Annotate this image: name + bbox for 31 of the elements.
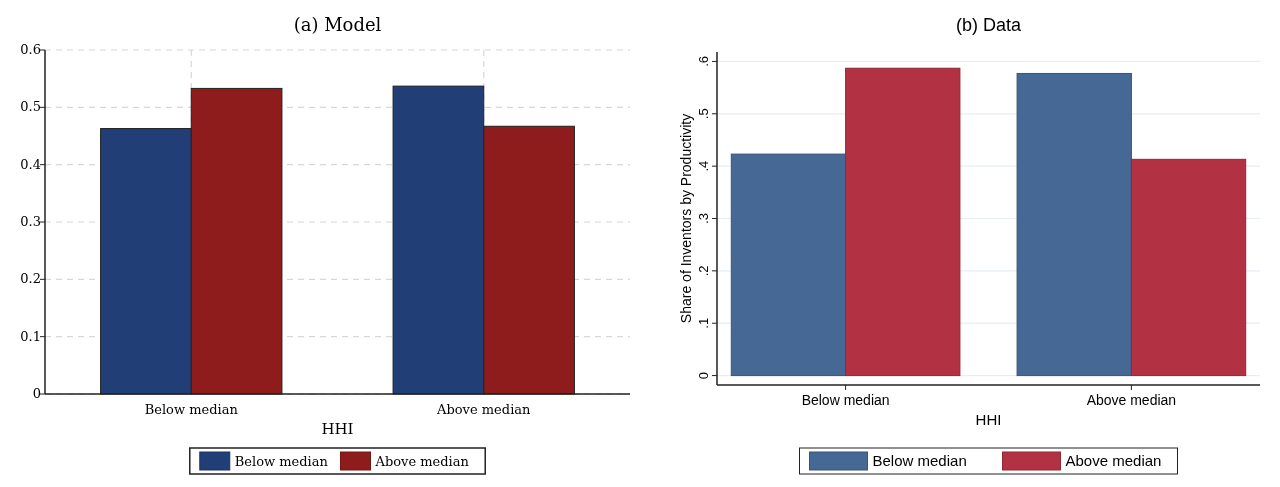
y-axis-title: Share of Inventors by Productivity — [678, 113, 694, 324]
y-tick-label: 0.1 — [20, 328, 41, 344]
chart-title: (a) Model — [293, 14, 382, 35]
legend-label: Below median — [872, 452, 967, 469]
y-tick-label: 0.2 — [20, 271, 41, 287]
y-tick-label: 0.4 — [20, 156, 41, 172]
x-axis-title: HHI — [321, 420, 354, 438]
bar — [845, 67, 961, 377]
bar — [1016, 72, 1132, 377]
legend-label: Above median — [1065, 452, 1162, 469]
y-tick-label: 0.6 — [20, 42, 41, 57]
x-tick-label: Above median — [1086, 392, 1177, 408]
y-tick-label: .5 — [696, 108, 711, 120]
y-tick-label: 0 — [696, 371, 711, 380]
y-tick-label: .4 — [696, 160, 711, 172]
x-tick-label: Above median — [436, 402, 532, 417]
y-tick-label: 0.5 — [20, 99, 41, 115]
y-tick-label: .3 — [696, 213, 711, 224]
y-tick-label: .2 — [696, 265, 711, 277]
bar — [1130, 158, 1247, 377]
x-tick-label: Below median — [144, 402, 239, 417]
x-tick-label: Below median — [801, 392, 890, 408]
y-tick-label: .1 — [696, 317, 711, 329]
bar — [730, 153, 847, 377]
y-tick-label: .6 — [696, 56, 711, 67]
x-axis-title: HHI — [975, 411, 1002, 428]
chart-title: (b) Data — [955, 15, 1022, 35]
y-tick-label: 0 — [32, 386, 41, 401]
y-tick-label: 0.3 — [20, 214, 41, 229]
legend-label: Above median — [374, 454, 470, 469]
legend-label: Below median — [234, 454, 329, 469]
